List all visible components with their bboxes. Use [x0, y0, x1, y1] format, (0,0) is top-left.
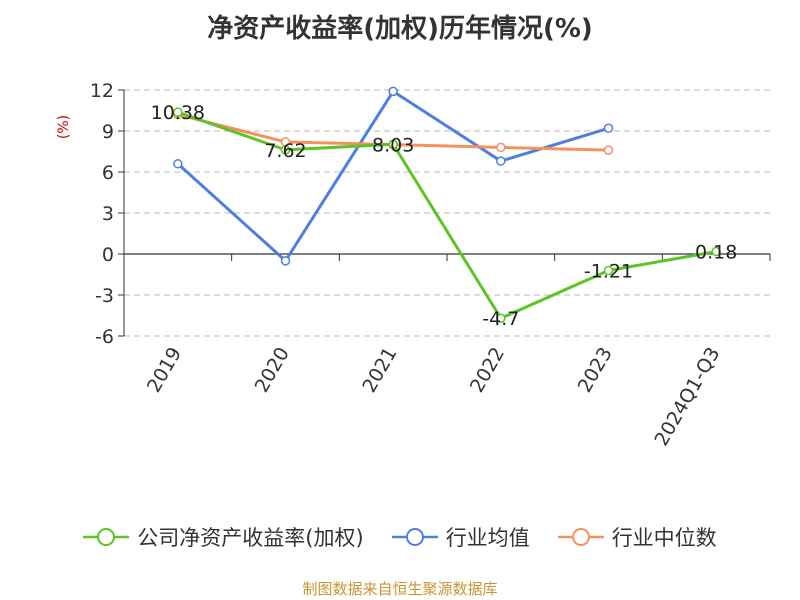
legend-label: 行业均值	[445, 526, 530, 550]
data-point	[711, 246, 721, 257]
legend-swatch-icon	[83, 528, 130, 546]
data-point	[280, 256, 291, 266]
y-tick-label: 6	[102, 162, 114, 184]
data-point	[173, 159, 183, 169]
data-label: -1.21	[584, 261, 633, 283]
y-tick-label: 9	[102, 121, 114, 143]
y-tick-label: -6	[95, 326, 114, 348]
data-point	[496, 313, 506, 323]
legend-label: 公司净资产收益率(加权)	[137, 526, 364, 550]
x-tick-label: 2020	[251, 344, 294, 397]
y-tick-label: 0	[102, 244, 114, 266]
data-label: 7.62	[264, 140, 306, 162]
data-point	[603, 145, 614, 155]
chart-title: 净资产收益率(加权)历年情况(%)	[207, 14, 593, 44]
data-point	[496, 156, 506, 166]
data-point	[603, 123, 614, 134]
grid-lines	[124, 89, 770, 337]
axes: -6 -3 0 3 6 9 12 2019 2020 2021 2022 2023 2024Q1-Q3	[90, 80, 771, 450]
x-tick-label: 2022	[466, 344, 509, 397]
legend-item[interactable]: 行业中位数	[557, 522, 717, 552]
x-tick-label: 2021	[358, 344, 401, 397]
y-tick-label: 3	[102, 203, 114, 225]
series-line	[177, 110, 717, 320]
data-point	[388, 86, 398, 97]
data-point	[173, 107, 183, 117]
data-label: 0.18	[695, 242, 737, 264]
data-label: 10.38	[151, 102, 205, 124]
legend: 公司净资产收益率(加权) 行业均值 行业中位数	[0, 520, 800, 554]
series-lines	[173, 86, 721, 323]
y-tick-label: -3	[95, 285, 114, 307]
x-tick-label: 2023	[574, 344, 617, 397]
data-point	[388, 139, 398, 150]
data-point	[280, 145, 291, 155]
data-labels: 10.38 7.62 8.03 -4.7 -1.21 0.18	[151, 102, 738, 330]
legend-item[interactable]: 行业均值	[391, 522, 530, 552]
legend-item[interactable]: 公司净资产收益率(加权)	[83, 522, 364, 552]
y-tick-label: 12	[90, 80, 114, 102]
legend-label: 行业中位数	[611, 526, 717, 550]
x-tick-label: 2024Q1-Q3	[650, 344, 724, 450]
x-tick-label: 2019	[143, 344, 186, 397]
y-axis-label: (%)	[56, 115, 72, 139]
data-label: 8.03	[372, 134, 414, 156]
legend-swatch-icon	[557, 528, 604, 546]
series-line	[176, 89, 609, 263]
source-note: 制图数据来自恒生聚源数据库	[302, 580, 498, 598]
data-label: -4.7	[482, 308, 519, 330]
legend-swatch-icon	[391, 528, 438, 546]
data-point	[603, 265, 614, 276]
data-point	[496, 142, 506, 153]
